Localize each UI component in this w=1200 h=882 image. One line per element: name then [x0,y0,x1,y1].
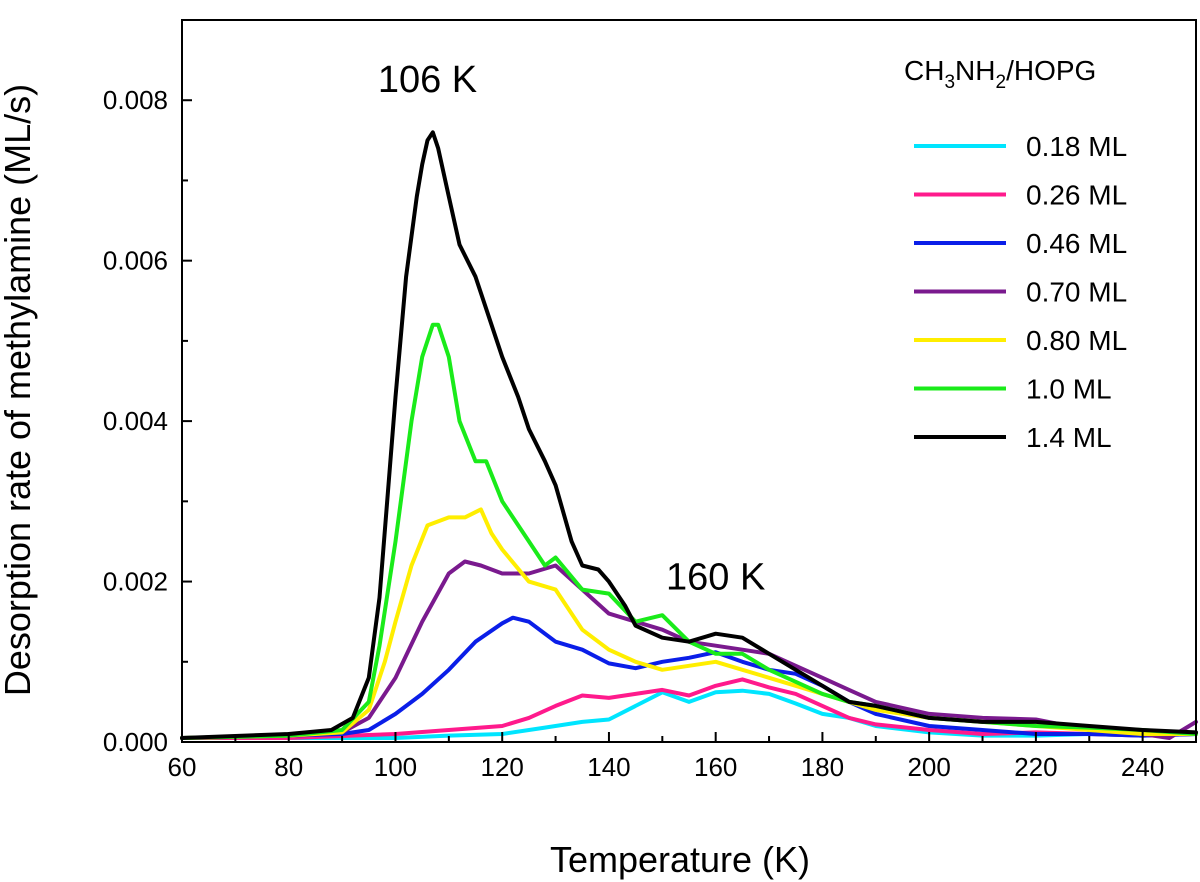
y-tick-label-0-002: 0.002 [103,567,168,597]
y-axis-title: Desorption rate of methylamine (ML/s) [0,84,38,696]
x-tick-label-240: 240 [1121,752,1164,782]
legend-label-0-80-ML: 0.80 ML [1026,325,1127,356]
x-tick-label-120: 120 [481,752,524,782]
legend-label-1-4-ML: 1.4 ML [1026,422,1112,453]
tick-layer: 60 80 100 120 140 160 180 200 220 240 0.000 0.002 0.… [103,85,1164,782]
series-line-0-26-ML [180,677,1198,740]
legend-label-0-18-ML: 0.18 ML [1026,131,1127,162]
x-tick-label-60: 60 [168,752,197,782]
annotation-layer: 106 K 160 K [378,59,766,598]
y-tick-label-0-004: 0.004 [103,406,168,436]
y-tick-label-0-006: 0.006 [103,246,168,276]
y-tick-label-0-008: 0.008 [103,85,168,115]
legend-label-0-26-ML: 0.26 ML [1026,180,1127,211]
x-tick-label-160: 160 [694,752,737,782]
legend-label-1-0-ML: 1.0 ML [1026,374,1112,405]
x-axis-title: Temperature (K) [550,839,810,880]
x-tick-label-220: 220 [1014,752,1057,782]
x-tick-label-140: 140 [587,752,630,782]
legend: 0.18 ML 0.26 ML 0.46 ML 0.70 ML 0.80 ML 1.0 M… [914,131,1127,453]
series-line-0-70-ML [180,559,1198,740]
y-tick-label-0: 0.000 [103,727,168,757]
legend-label-0-46-ML: 0.46 ML [1026,228,1127,259]
annotation-106-K: 106 K [378,59,477,101]
legend-title: CH3NH2/HOPG [904,55,1096,93]
x-tick-label-100: 100 [374,752,417,782]
x-tick-label-80: 80 [274,752,303,782]
x-tick-label-200: 200 [907,752,950,782]
series-layer [180,130,1198,740]
annotation-160-K: 160 K [666,557,765,599]
x-tick-label-180: 180 [801,752,844,782]
series-line-1-4-ML [180,130,1198,740]
legend-label-0-70-ML: 0.70 ML [1026,277,1127,308]
plot-frame [181,19,1197,743]
